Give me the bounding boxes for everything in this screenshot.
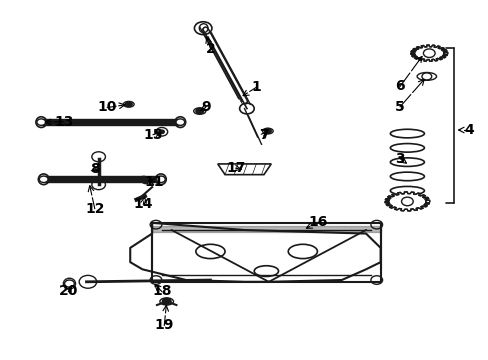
Text: 17: 17 [225,161,245,175]
Polygon shape [384,192,429,211]
Text: 4: 4 [464,123,473,137]
Text: 19: 19 [154,318,174,332]
Polygon shape [244,109,261,144]
Text: 1: 1 [251,80,261,94]
Circle shape [159,130,164,134]
Text: 6: 6 [394,80,404,93]
Text: 13: 13 [54,115,73,129]
Circle shape [156,176,165,183]
Circle shape [39,176,48,183]
Circle shape [125,102,132,107]
Polygon shape [40,119,181,125]
Text: 15: 15 [143,128,163,141]
Text: 18: 18 [152,284,171,298]
Polygon shape [410,45,447,61]
Circle shape [162,298,171,305]
Text: 12: 12 [85,202,104,216]
Text: 16: 16 [308,215,327,229]
Text: 8: 8 [90,162,100,176]
Text: 5: 5 [394,100,404,114]
Text: 2: 2 [205,41,215,55]
Polygon shape [217,164,271,175]
Polygon shape [152,226,380,232]
Circle shape [37,119,45,125]
Text: 9: 9 [201,100,210,114]
Circle shape [196,108,203,114]
Polygon shape [42,176,162,182]
Text: 14: 14 [133,197,153,211]
Text: 11: 11 [144,175,164,189]
Text: 3: 3 [394,152,404,166]
Text: 7: 7 [259,129,268,142]
Text: 20: 20 [59,284,78,298]
Polygon shape [203,30,246,109]
Text: 10: 10 [98,100,117,114]
Circle shape [176,119,184,125]
Circle shape [264,129,271,134]
